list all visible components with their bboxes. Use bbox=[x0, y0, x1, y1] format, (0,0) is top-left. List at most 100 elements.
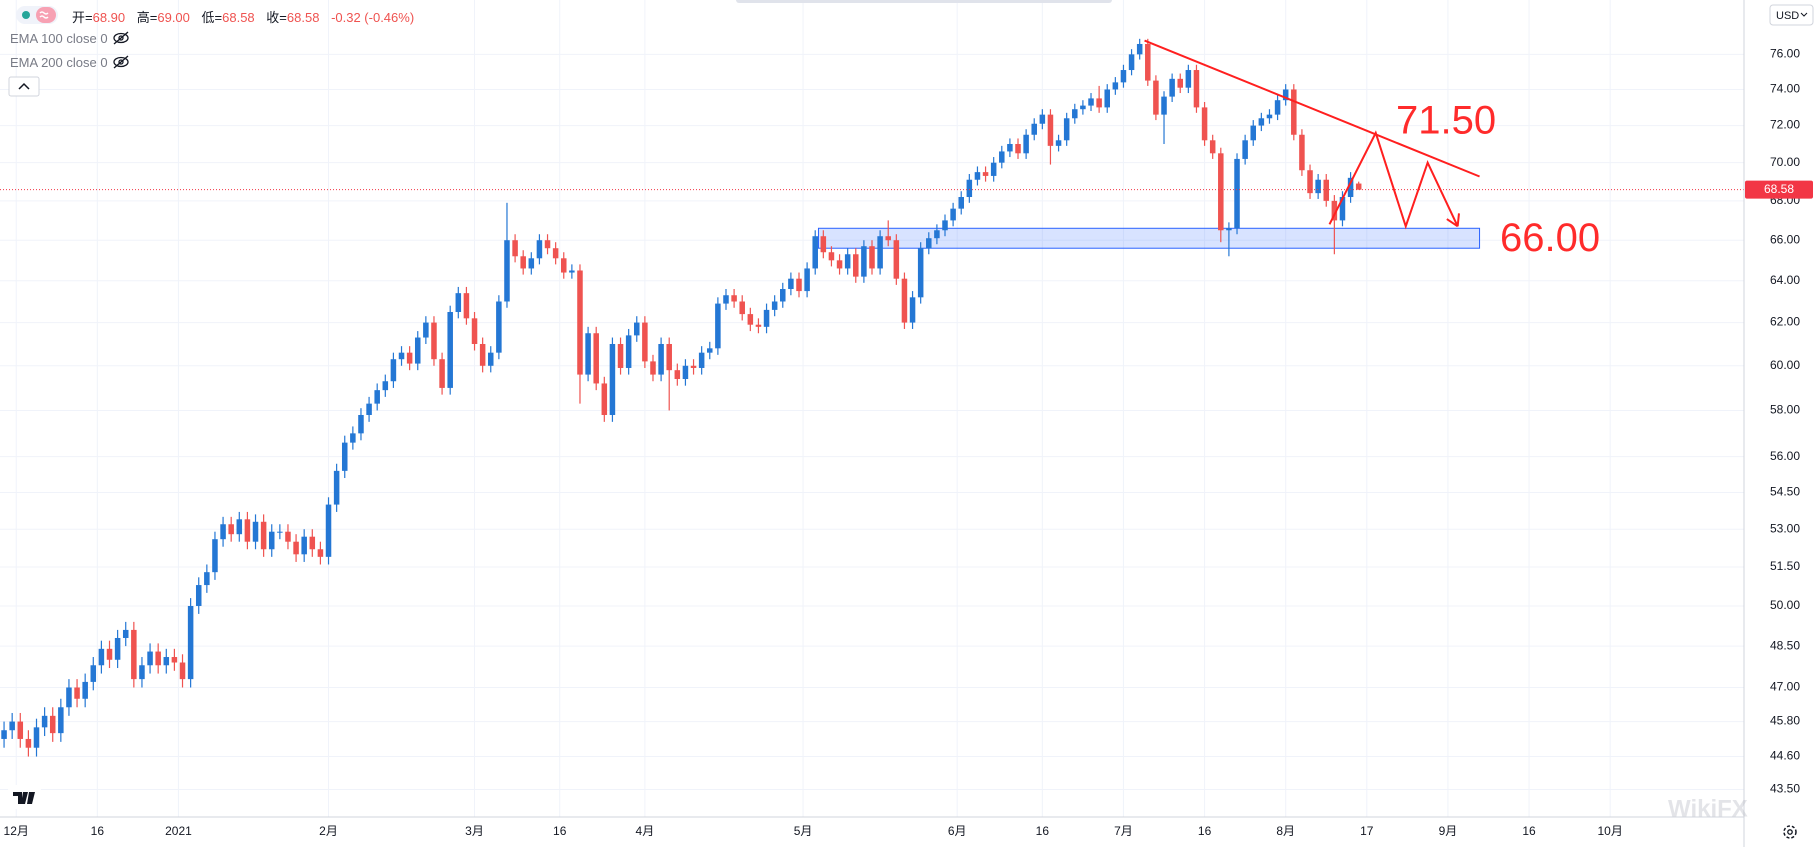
y-tick-label: 70.00 bbox=[1770, 155, 1800, 169]
candle-body bbox=[1120, 70, 1127, 83]
candle-body bbox=[1063, 118, 1070, 141]
candle-body bbox=[1080, 105, 1086, 110]
candle-body bbox=[487, 352, 494, 366]
x-tick-label: 2月 bbox=[319, 824, 338, 838]
support-zone bbox=[817, 227, 1481, 249]
candle-body bbox=[1234, 158, 1240, 229]
x-tick-label: 2021 bbox=[165, 824, 192, 838]
x-tick-label: 9月 bbox=[1439, 824, 1458, 838]
candle-body bbox=[569, 270, 575, 273]
candle-body bbox=[82, 681, 88, 699]
candle-body bbox=[1299, 134, 1305, 171]
logo bbox=[13, 792, 35, 804]
candle-body bbox=[1226, 228, 1232, 231]
candle-body bbox=[1339, 197, 1346, 221]
candle-body bbox=[179, 662, 186, 680]
candle-body bbox=[715, 303, 721, 349]
candle-body bbox=[869, 246, 875, 269]
x-tick-label: 16 bbox=[1198, 824, 1212, 838]
candle-body bbox=[1177, 78, 1183, 88]
candle-body bbox=[820, 236, 827, 253]
candle-body bbox=[471, 318, 478, 344]
y-tick-label: 48.50 bbox=[1770, 638, 1800, 652]
candle-body bbox=[1209, 140, 1216, 154]
projection-path bbox=[1328, 130, 1459, 230]
candle-body bbox=[212, 539, 218, 573]
candle-body bbox=[1, 730, 7, 739]
y-tick-label: 66.00 bbox=[1770, 232, 1800, 246]
candle-body bbox=[642, 322, 648, 362]
candle-body bbox=[58, 707, 64, 734]
x-tick-label: 4月 bbox=[636, 824, 655, 838]
candle-body bbox=[90, 665, 97, 682]
candle-body bbox=[155, 651, 161, 666]
candle-body bbox=[9, 721, 15, 731]
currency-label: USD bbox=[1776, 10, 1799, 22]
candle-body bbox=[277, 531, 283, 533]
candle-body bbox=[382, 381, 389, 391]
y-tick-label: 50.00 bbox=[1770, 598, 1800, 612]
plot: 71.50 66.00 bbox=[0, 38, 1744, 757]
x-tick-label: 3月 bbox=[465, 824, 484, 838]
candle-body bbox=[926, 238, 932, 249]
candle-body bbox=[1072, 109, 1078, 119]
candle-body bbox=[552, 248, 559, 259]
candle-body bbox=[1291, 89, 1297, 135]
y-tick-label: 76.00 bbox=[1770, 47, 1800, 61]
candle-body bbox=[122, 629, 129, 638]
collapse-button[interactable] bbox=[8, 76, 40, 97]
candle-body bbox=[463, 293, 470, 319]
candle-body bbox=[901, 278, 908, 323]
x-tick-label: 6月 bbox=[948, 824, 967, 838]
candle-body bbox=[414, 337, 421, 364]
candle-body bbox=[942, 220, 948, 231]
price-label: 68.58 bbox=[1764, 182, 1794, 196]
candle-body bbox=[812, 236, 818, 269]
candle-body bbox=[1323, 179, 1330, 201]
candle-body bbox=[844, 254, 851, 269]
candle-body bbox=[1169, 78, 1175, 97]
candle-body bbox=[731, 295, 737, 302]
candle-body bbox=[1266, 114, 1273, 119]
candle-body bbox=[66, 687, 72, 708]
candle-body bbox=[74, 687, 80, 699]
candle-body bbox=[187, 605, 194, 680]
candle-body bbox=[285, 531, 291, 542]
x-tick-label: 16 bbox=[1036, 824, 1050, 838]
x-tick-label: 10月 bbox=[1597, 824, 1622, 838]
candle-body bbox=[585, 333, 591, 375]
candle-body bbox=[1161, 96, 1167, 115]
indicator-label[interactable]: EMA 100 close 0 bbox=[10, 31, 108, 46]
x-tick-label: 16 bbox=[553, 824, 567, 838]
settings-button[interactable] bbox=[1783, 825, 1797, 839]
candle-body bbox=[439, 359, 445, 388]
ohlc-label: 开= bbox=[72, 10, 93, 25]
candle-body bbox=[1153, 80, 1159, 115]
y-tick-label: 72.00 bbox=[1770, 118, 1800, 132]
candle-body bbox=[236, 519, 243, 535]
candle-body bbox=[1250, 125, 1257, 141]
x-tick-label: 16 bbox=[1522, 824, 1536, 838]
candle-body bbox=[309, 536, 316, 550]
candle-body bbox=[601, 383, 608, 415]
delay-icon bbox=[39, 11, 49, 19]
candle-body bbox=[220, 524, 226, 540]
labels: 43.50 44.60 45.80 47.00 48.50 50.00 51.50 53.00… bbox=[4, 47, 1813, 838]
hide-ema-100[interactable] bbox=[113, 31, 129, 45]
candle-body bbox=[358, 414, 364, 434]
currency-button[interactable] bbox=[1769, 4, 1814, 26]
candle-body bbox=[374, 390, 380, 404]
candle-body bbox=[252, 521, 259, 542]
market-status-dot bbox=[22, 11, 30, 19]
indicator-label[interactable]: EMA 200 close 0 bbox=[10, 55, 108, 70]
candle-body bbox=[747, 314, 754, 325]
price-annotation: 66.00 bbox=[1500, 216, 1600, 260]
hide-ema-200[interactable] bbox=[113, 55, 129, 69]
candle-body bbox=[163, 657, 170, 666]
candle-body bbox=[131, 629, 137, 680]
candle-body bbox=[771, 301, 778, 310]
price-axis-panel bbox=[1744, 0, 1817, 847]
candle-body bbox=[950, 208, 956, 221]
